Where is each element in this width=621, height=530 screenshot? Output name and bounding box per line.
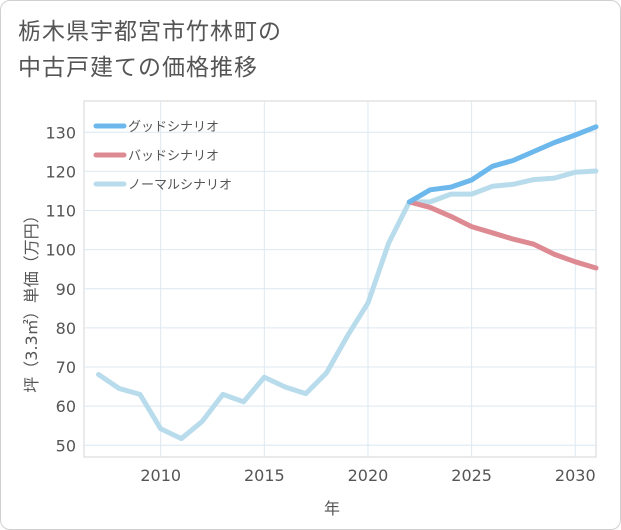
- x-tick-label: 2020: [348, 466, 389, 485]
- y-tick-label: 100: [45, 241, 76, 260]
- y-tick-label: 130: [45, 123, 76, 142]
- y-tick-label: 60: [56, 397, 76, 416]
- chart-title: 栃木県宇都宮市竹林町の 中古戸建ての価格推移: [18, 14, 282, 86]
- x-tick-label: 2030: [555, 466, 596, 485]
- x-tick-label: 2010: [140, 466, 181, 485]
- x-tick-label: 2015: [244, 466, 285, 485]
- series-line-2: [96, 168, 599, 442]
- series-line-1: [406, 199, 599, 271]
- y-axis-label: 坪（3.3㎡）単価（万円）: [22, 207, 41, 392]
- y-tick-label: 70: [56, 358, 76, 377]
- legend-label-0: グッドシナリオ: [128, 120, 219, 135]
- y-tick-label: 80: [56, 319, 76, 338]
- y-tick-labels: 50 60 70 80 90 100 110 120 130: [45, 123, 76, 455]
- x-tick-label: 2025: [451, 466, 492, 485]
- series-line-0: [406, 124, 599, 205]
- x-axis-label: 年: [324, 499, 340, 518]
- grid-lines: [84, 101, 596, 457]
- y-tick-label: 120: [45, 162, 76, 181]
- y-tick-label: 90: [56, 280, 76, 299]
- legend-label-1: バッドシナリオ: [128, 149, 219, 164]
- y-tick-label: 50: [56, 436, 76, 455]
- legend-label-2: ノーマルシナリオ: [128, 178, 232, 193]
- chart-title-line-1: 栃木県宇都宮市竹林町の: [18, 19, 282, 45]
- chart-title-line-2: 中古戸建ての価格推移: [18, 55, 258, 81]
- y-tick-label: 110: [45, 202, 76, 221]
- x-tick-labels: 2010 2015 2020 2025 2030: [140, 466, 595, 485]
- series-lines: [96, 124, 599, 442]
